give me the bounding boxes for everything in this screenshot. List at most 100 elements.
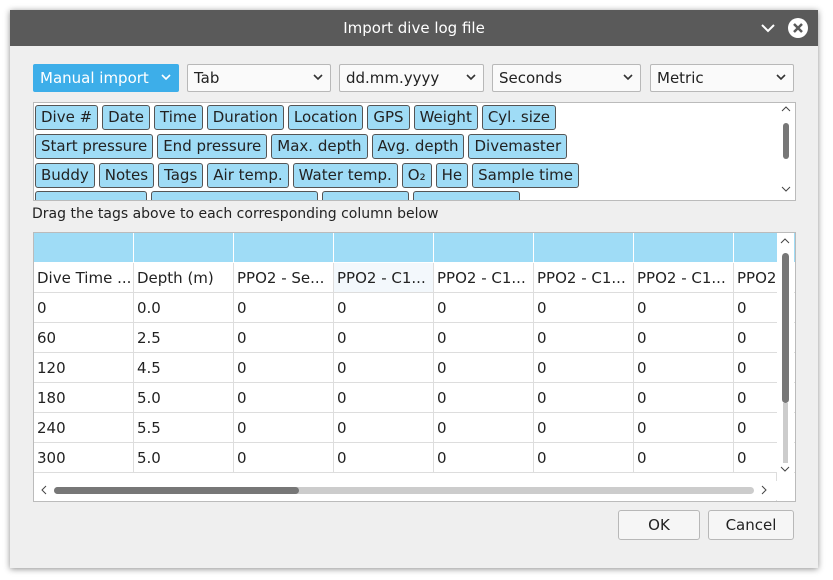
dropdown[interactable]: Seconds: [492, 64, 641, 92]
tag[interactable]: Location: [287, 105, 364, 130]
column-header[interactable]: Dive Time ...: [34, 263, 134, 293]
tag[interactable]: Water temp.: [292, 163, 398, 188]
tag[interactable]: Cyl. size: [481, 105, 556, 130]
tag[interactable]: Max. depth: [271, 134, 368, 159]
mapping-cell: [34, 233, 134, 263]
table-cell: 0: [734, 323, 795, 353]
table-cell: 0: [734, 413, 795, 443]
tag[interactable]: Air temp.: [207, 163, 289, 188]
table-cell: 0: [234, 323, 334, 353]
tag[interactable]: Date: [102, 105, 151, 130]
table-cell: 4.5: [134, 353, 234, 383]
tag[interactable]: Avg. depth: [371, 134, 465, 159]
tag-row: Start pressure End pressure Max. depth Avg.…: [35, 134, 568, 159]
table-cell: 120: [34, 353, 134, 383]
mapping-cell: [334, 233, 434, 263]
tag[interactable]: End pressure: [157, 134, 268, 159]
column-header[interactable]: PPO2 - C1...: [334, 263, 434, 293]
table-cell: 0.0: [134, 293, 234, 323]
table-cell: 0: [634, 293, 734, 323]
tag[interactable]: Weight: [413, 105, 478, 130]
minimize-button[interactable]: [760, 20, 776, 36]
table-cell: 0: [534, 293, 634, 323]
table-cell: 0: [734, 383, 795, 413]
table-cell: 0: [434, 413, 534, 443]
table-cell: 5.0: [134, 443, 234, 473]
dropdown[interactable]: Manual import: [33, 64, 179, 92]
dropdown-arrow: [775, 65, 787, 99]
dropdown[interactable]: Metric: [650, 64, 794, 92]
table-cell: 0: [534, 413, 634, 443]
column-header[interactable]: Depth (m): [134, 263, 234, 293]
tag-row: Buddy Notes Tags Air temp. Water temp. O₂ He Sa…: [35, 163, 580, 188]
dropdown[interactable]: Tab: [187, 64, 331, 92]
mapping-cell: [534, 233, 634, 263]
table-cell: 0: [334, 293, 434, 323]
table-cell: 0: [734, 443, 795, 473]
table-cell: 0: [334, 443, 434, 473]
table-cell: 0: [34, 293, 134, 323]
table-cell: 5.0: [134, 383, 234, 413]
dropdown-value: Metric: [657, 69, 704, 87]
dropdown-arrow: [160, 65, 172, 99]
tag[interactable]: Time: [154, 105, 203, 130]
tag-area: Dive # Date Time Duration Location GPS Weight C…: [33, 102, 796, 201]
tag[interactable]: Start pressure: [35, 134, 154, 159]
table-cell: 0: [334, 323, 434, 353]
tag[interactable]: Notes: [98, 163, 155, 188]
v-scrollbar[interactable]: [777, 233, 794, 481]
table-cell: 0: [734, 293, 795, 323]
tag[interactable]: Divemaster: [468, 134, 568, 159]
preview-table: Dive Time ... Depth (m) PPO2 - Se... PPO2 -…: [33, 232, 796, 502]
tag-row: Dive # Date Time Duration Location GPS Weight C…: [35, 105, 556, 130]
mapping-cell: [234, 233, 334, 263]
tag[interactable]: O₂: [401, 163, 432, 188]
column-header[interactable]: PPO2 - C1...: [634, 263, 734, 293]
table-cell: 0: [634, 353, 734, 383]
table-cell: 0: [534, 443, 634, 473]
tag[interactable]: Dive #: [35, 105, 99, 130]
ok-button[interactable]: OK: [618, 510, 700, 540]
tag-scrollbar[interactable]: [779, 103, 793, 200]
table-cell: 60: [34, 323, 134, 353]
dropdown-value: dd.mm.yyyy: [346, 69, 440, 87]
close-button[interactable]: [787, 17, 809, 39]
table-cell: 0: [534, 323, 634, 353]
column-header[interactable]: PPO2 - Se...: [234, 263, 334, 293]
dropdown[interactable]: dd.mm.yyyy: [339, 64, 484, 92]
tag[interactable]: Buddy: [35, 163, 95, 188]
mapping-cell: [434, 233, 534, 263]
table-cell: 0: [634, 413, 734, 443]
table-cell: 0: [234, 413, 334, 443]
table-cell: 5.5: [134, 413, 234, 443]
table-cell: 0: [634, 323, 734, 353]
dialog: Import dive log file Dive # Date Time Durat…: [10, 10, 818, 568]
tag[interactable]: Duration: [206, 105, 284, 130]
table-cell: 0: [334, 413, 434, 443]
column-header[interactable]: PPO2 - C1...: [434, 263, 534, 293]
table-cell: 0: [434, 293, 534, 323]
h-scrollbar[interactable]: [34, 481, 795, 500]
table-cell: 0: [634, 383, 734, 413]
title-bar: Import dive log file: [10, 10, 818, 46]
column-header[interactable]: PPO2 - C1...: [534, 263, 634, 293]
table-cell: 2.5: [134, 323, 234, 353]
table-cell: 180: [34, 383, 134, 413]
cancel-button[interactable]: Cancel: [708, 510, 794, 540]
tag[interactable]: GPS: [367, 105, 410, 130]
table-cell: 0: [234, 353, 334, 383]
partial-tag-row: [35, 191, 520, 200]
table-cell: 0: [234, 443, 334, 473]
tag[interactable]: Sample time: [472, 163, 580, 188]
dropdown-value: Tab: [194, 69, 220, 87]
table-cell: 0: [334, 353, 434, 383]
column-header[interactable]: PPO2: [734, 263, 795, 293]
dropdown-value: Manual import: [40, 69, 149, 87]
tag[interactable]: Tags: [158, 163, 204, 188]
tag[interactable]: He: [435, 163, 469, 188]
table-cell: 300: [34, 443, 134, 473]
table-cell: 0: [534, 383, 634, 413]
table-cell: 0: [234, 383, 334, 413]
table-cell: 0: [534, 353, 634, 383]
